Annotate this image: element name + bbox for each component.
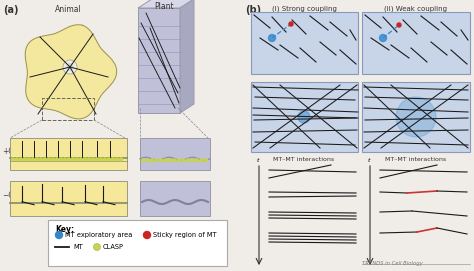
Polygon shape [138,0,194,8]
Circle shape [11,158,14,161]
Circle shape [191,159,194,162]
Circle shape [155,159,158,162]
Circle shape [100,158,102,161]
Circle shape [40,158,42,161]
Circle shape [72,158,74,161]
Text: Key:: Key: [55,225,74,234]
Circle shape [32,158,35,161]
Text: (b): (b) [245,5,261,15]
Circle shape [380,34,386,41]
Circle shape [151,159,154,162]
Circle shape [187,159,190,162]
Text: Sticky region of MT: Sticky region of MT [153,232,217,238]
Circle shape [55,158,58,161]
Circle shape [396,97,436,137]
Circle shape [60,158,63,161]
Text: CLASP: CLASP [103,244,124,250]
Circle shape [88,158,91,161]
Circle shape [66,63,73,70]
FancyBboxPatch shape [362,12,470,74]
Circle shape [68,158,71,161]
Circle shape [96,158,99,161]
Polygon shape [138,8,180,113]
FancyBboxPatch shape [48,220,227,266]
Text: TRENDS in Cell Biology: TRENDS in Cell Biology [362,261,423,266]
Circle shape [289,22,293,26]
FancyBboxPatch shape [140,138,210,170]
Circle shape [196,159,199,162]
Text: −CLASP: −CLASP [2,191,33,199]
Circle shape [142,159,145,162]
Circle shape [119,158,122,161]
Text: MT–MT interactions: MT–MT interactions [385,157,447,162]
Polygon shape [25,25,117,119]
Circle shape [178,159,181,162]
Polygon shape [180,0,194,113]
Circle shape [298,111,310,123]
FancyBboxPatch shape [10,181,127,216]
Circle shape [16,158,18,161]
Text: (i) Strong coupling: (i) Strong coupling [272,6,337,12]
FancyBboxPatch shape [10,138,127,170]
Circle shape [27,158,30,161]
Circle shape [24,158,27,161]
Circle shape [19,158,22,161]
Circle shape [164,159,167,162]
Circle shape [116,158,118,161]
Circle shape [93,244,100,250]
Text: t: t [257,158,259,163]
Circle shape [144,231,151,238]
Circle shape [205,159,208,162]
FancyBboxPatch shape [362,82,470,152]
Circle shape [55,231,63,238]
Circle shape [104,158,106,161]
Circle shape [169,159,172,162]
Circle shape [268,34,275,41]
Circle shape [47,158,50,161]
FancyBboxPatch shape [251,12,358,74]
Circle shape [160,159,163,162]
Text: MT: MT [73,244,83,250]
Circle shape [108,158,110,161]
FancyBboxPatch shape [140,181,210,216]
Circle shape [52,158,55,161]
Circle shape [63,60,77,74]
Circle shape [111,158,114,161]
Circle shape [64,158,66,161]
Text: (a): (a) [3,5,18,15]
Text: t: t [368,158,371,163]
Text: MT–MT interactions: MT–MT interactions [273,157,335,162]
Circle shape [80,158,82,161]
Circle shape [44,158,46,161]
Text: +CLASP: +CLASP [2,147,33,156]
Circle shape [75,158,78,161]
Circle shape [182,159,185,162]
Text: Animal: Animal [55,5,82,14]
Circle shape [83,158,86,161]
Circle shape [200,159,203,162]
Circle shape [397,23,401,27]
Circle shape [146,159,149,162]
FancyBboxPatch shape [251,82,358,152]
Circle shape [36,158,38,161]
Circle shape [173,159,176,162]
Circle shape [91,158,94,161]
Text: Plant: Plant [154,2,174,11]
Text: MT exploratory area: MT exploratory area [65,232,132,238]
Text: (ii) Weak coupling: (ii) Weak coupling [384,6,447,12]
